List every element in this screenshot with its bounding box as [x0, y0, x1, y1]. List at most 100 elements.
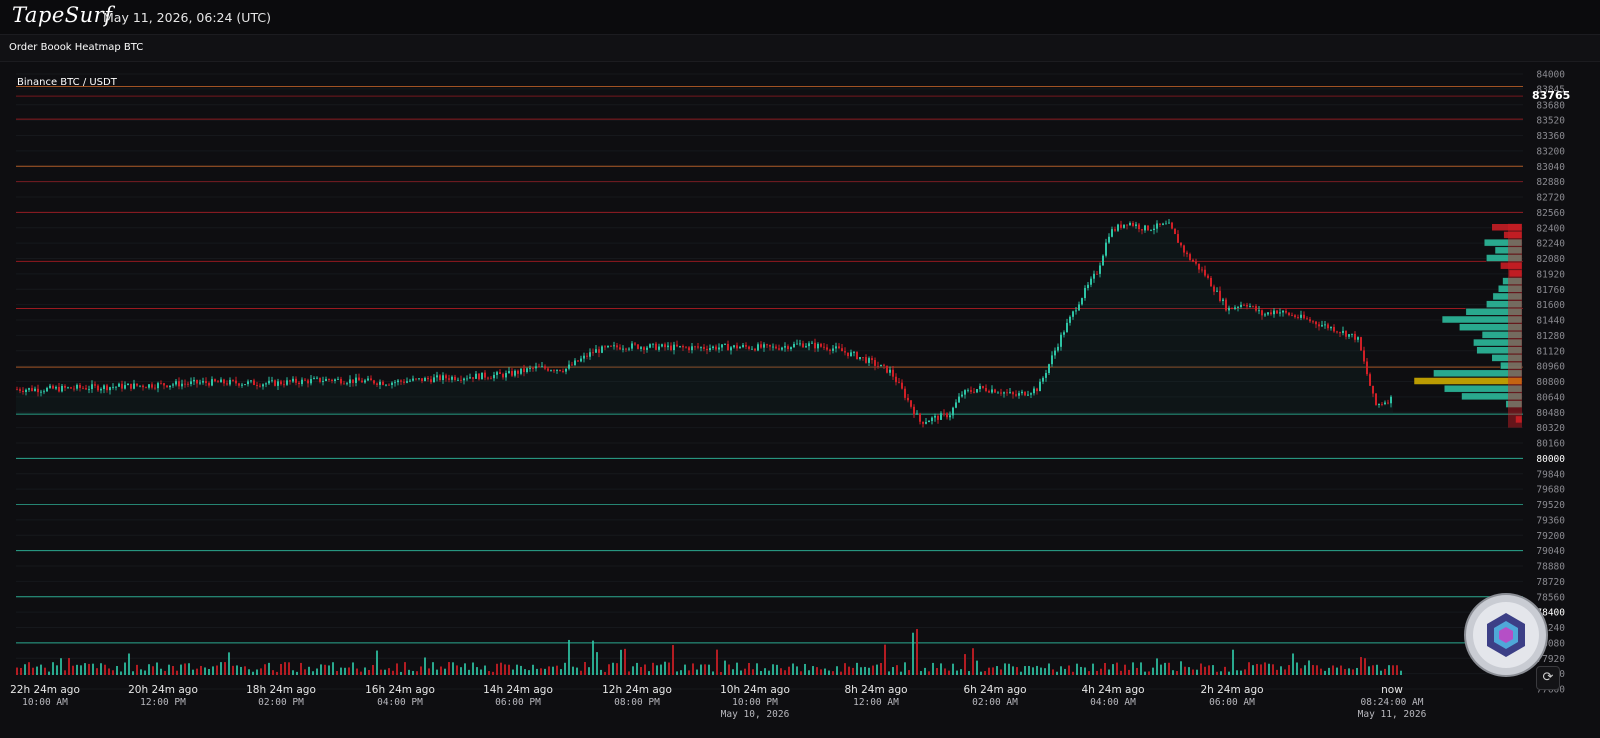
volume-bar [876, 664, 878, 675]
liquidity-shade [529, 368, 532, 415]
volume-bar [1292, 653, 1294, 675]
price-candle [1093, 270, 1096, 415]
liquidity-shade [439, 380, 442, 415]
brand-logo[interactable]: TapeSurf [12, 3, 113, 27]
volume-bar [320, 664, 322, 675]
liquidity-shade [388, 385, 391, 415]
candle-body [1207, 275, 1209, 278]
volume-bar [776, 664, 778, 675]
liquidity-shade [1270, 314, 1273, 415]
price-candle [217, 379, 220, 415]
price-candle [928, 420, 930, 423]
candle-body [391, 382, 393, 386]
liquidity-shade [109, 390, 112, 415]
candle-body [523, 368, 525, 373]
volume-bar [616, 663, 618, 675]
candle-body [1342, 330, 1344, 333]
price-candle [688, 346, 691, 415]
liquidity-shade [1303, 318, 1306, 415]
volume-bar [996, 666, 998, 675]
liquidity-shade [1285, 312, 1288, 415]
candle-body [691, 346, 693, 351]
price-candle [1231, 307, 1234, 415]
price-candle [802, 340, 805, 415]
price-tick-label: 82080 [1536, 254, 1565, 265]
price-candle [592, 348, 595, 415]
candle-body [655, 343, 657, 350]
candle-body [1306, 318, 1308, 320]
candle-body [55, 386, 57, 389]
liquidity-shade [313, 379, 316, 415]
candle-body [451, 376, 453, 380]
liquidity-shade [127, 385, 130, 415]
candle-body [1216, 290, 1218, 292]
liquidity-shade [1093, 278, 1096, 415]
candle-body [292, 378, 294, 382]
price-candle [985, 384, 988, 415]
volume-bar [1040, 667, 1042, 675]
price-candle [247, 379, 250, 415]
liquidity-shade [256, 385, 259, 415]
liquidity-shade [1387, 403, 1390, 415]
candle-body [310, 379, 312, 384]
price-candle [1081, 297, 1084, 415]
heatmap-chart[interactable]: 8400083845836808352083360832008304082880… [0, 62, 1600, 738]
candle-body [28, 388, 30, 390]
candle-body [760, 344, 762, 348]
price-candle [451, 375, 454, 415]
volume-bar [128, 653, 130, 675]
volume-bar [488, 671, 490, 675]
volume-bar [1396, 665, 1398, 675]
liquidity-shade [1306, 319, 1309, 415]
volume-bar [32, 667, 34, 675]
volume-bar [92, 663, 94, 675]
liquidity-shade [802, 347, 805, 415]
candle-body [16, 389, 18, 391]
volume-bar [708, 664, 710, 675]
liquidity-shade [634, 344, 637, 415]
liquidity-shade [895, 382, 898, 415]
liquidity-shade [622, 349, 625, 415]
liquidity-shade [985, 391, 988, 415]
heatmap-chart-area[interactable]: 84000 83845 83680 83520 83360 83200 83040 82880… [0, 62, 1600, 738]
depth-bar [1497, 285, 1523, 293]
depth-bar [1505, 400, 1523, 408]
liquidity-shade [973, 392, 976, 415]
price-candle [454, 374, 457, 415]
candle-body [1345, 330, 1347, 337]
candle-body [1204, 269, 1206, 276]
candle-body [409, 380, 411, 382]
order-wall-layer [16, 85, 1523, 644]
candle-body [1198, 263, 1200, 270]
candle-body [421, 378, 423, 382]
candle-body [499, 372, 501, 374]
liquidity-shade [1183, 252, 1186, 415]
candle-body [961, 394, 963, 397]
liquidity-shade [1381, 404, 1384, 415]
price-tick-label: 79520 [1536, 500, 1565, 511]
price-candle [361, 377, 364, 415]
price-candle [487, 376, 490, 415]
liquidity-shade [247, 384, 250, 415]
liquidity-shade [145, 387, 148, 415]
volume-bar [896, 665, 898, 675]
candle-body [1135, 224, 1137, 226]
candle-body [112, 386, 114, 388]
volume-bar [744, 668, 746, 675]
candle-body [265, 383, 267, 385]
volume-bar [732, 669, 734, 675]
liquidity-shade [1369, 385, 1372, 415]
reset-button[interactable]: ⟳ [1536, 666, 1560, 690]
liquidity-shade [202, 382, 205, 415]
candle-body [937, 415, 939, 420]
candle-body [538, 366, 540, 368]
price-candle [637, 343, 640, 415]
candle-body [802, 343, 804, 348]
liquidity-shade [958, 402, 961, 415]
candle-body [253, 380, 255, 386]
liquidity-shade [1201, 269, 1204, 415]
depth-bar [1503, 231, 1523, 239]
liquidity-shade [883, 365, 886, 415]
volume-bar [1344, 669, 1346, 675]
liquidity-shade [37, 392, 40, 415]
